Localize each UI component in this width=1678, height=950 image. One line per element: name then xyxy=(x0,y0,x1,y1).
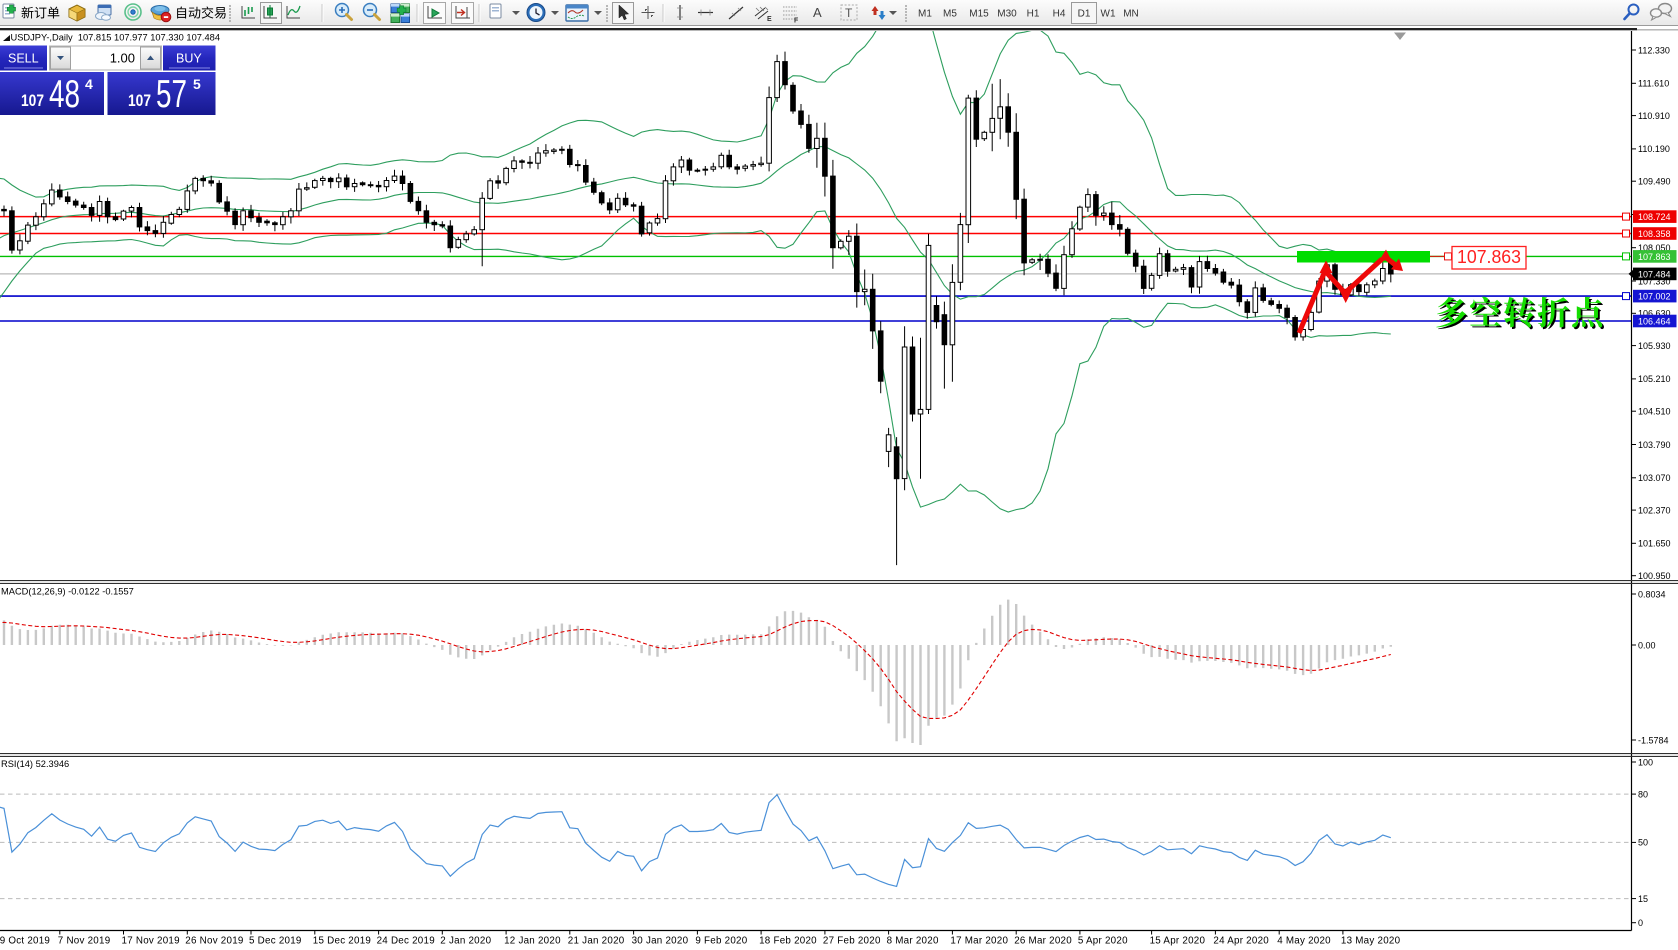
svg-text:107.484: 107.484 xyxy=(1638,269,1671,279)
svg-text:15 Dec 2019: 15 Dec 2019 xyxy=(313,936,371,947)
svg-text:112.330: 112.330 xyxy=(1638,45,1670,55)
svg-text:107.863: 107.863 xyxy=(1457,246,1521,267)
svg-text:104.510: 104.510 xyxy=(1638,407,1671,417)
svg-text:8 Mar 2020: 8 Mar 2020 xyxy=(887,936,939,947)
svg-text:5: 5 xyxy=(193,76,201,92)
svg-text:101.650: 101.650 xyxy=(1638,539,1671,549)
svg-text:15: 15 xyxy=(1638,894,1648,904)
svg-text:108.358: 108.358 xyxy=(1638,229,1671,239)
svg-text:18 Feb 2020: 18 Feb 2020 xyxy=(759,936,817,947)
svg-text:5 Apr 2020: 5 Apr 2020 xyxy=(1078,936,1128,947)
svg-text:105.930: 105.930 xyxy=(1638,341,1671,351)
svg-text:106.464: 106.464 xyxy=(1638,316,1671,326)
svg-text:57: 57 xyxy=(156,73,187,116)
svg-text:M5: M5 xyxy=(943,9,957,20)
svg-text:F: F xyxy=(794,18,799,25)
svg-text:24 Dec 2019: 24 Dec 2019 xyxy=(377,936,435,947)
svg-text:48: 48 xyxy=(49,73,80,116)
svg-text:0.8034: 0.8034 xyxy=(1638,589,1666,599)
svg-text:27 Feb 2020: 27 Feb 2020 xyxy=(823,936,881,947)
svg-text:1.00: 1.00 xyxy=(110,51,135,66)
svg-text:17 Mar 2020: 17 Mar 2020 xyxy=(950,936,1008,947)
svg-text:W1: W1 xyxy=(1101,9,1116,20)
svg-text:107.863: 107.863 xyxy=(1638,252,1671,262)
svg-text:107: 107 xyxy=(21,91,44,110)
svg-text:111.610: 111.610 xyxy=(1638,79,1669,89)
svg-text:110.910: 110.910 xyxy=(1638,111,1670,121)
svg-text:9 Feb 2020: 9 Feb 2020 xyxy=(695,936,747,947)
svg-text:5 Dec 2019: 5 Dec 2019 xyxy=(249,936,302,947)
svg-text:T: T xyxy=(845,6,853,20)
svg-text:13 May 2020: 13 May 2020 xyxy=(1341,936,1401,947)
svg-text:110.190: 110.190 xyxy=(1638,144,1670,154)
svg-text:102.370: 102.370 xyxy=(1638,505,1671,515)
svg-text:107.002: 107.002 xyxy=(1638,292,1671,302)
svg-text:7 Nov 2019: 7 Nov 2019 xyxy=(58,936,111,947)
svg-text:21 Jan 2020: 21 Jan 2020 xyxy=(568,936,625,947)
svg-text:M1: M1 xyxy=(918,9,932,20)
svg-text:103.790: 103.790 xyxy=(1638,440,1671,450)
svg-text:29 Oct 2019: 29 Oct 2019 xyxy=(0,936,50,947)
svg-text:50: 50 xyxy=(1638,838,1648,848)
svg-text:105.210: 105.210 xyxy=(1638,374,1671,384)
svg-text:USDJPY-,Daily 107.815 107.977: USDJPY-,Daily 107.815 107.977 107.330 10… xyxy=(11,33,221,43)
svg-text:17 Nov 2019: 17 Nov 2019 xyxy=(122,936,180,947)
svg-text:107: 107 xyxy=(128,91,151,110)
svg-text:H1: H1 xyxy=(1027,9,1040,20)
svg-text:80: 80 xyxy=(1638,789,1648,799)
svg-text:M30: M30 xyxy=(997,9,1017,20)
svg-text:E: E xyxy=(767,16,772,23)
svg-text:4 May 2020: 4 May 2020 xyxy=(1277,936,1331,947)
svg-text:SELL: SELL xyxy=(8,52,39,66)
svg-text:109.490: 109.490 xyxy=(1638,177,1671,187)
svg-text:0: 0 xyxy=(1638,918,1643,928)
svg-text:2 Jan 2020: 2 Jan 2020 xyxy=(440,936,491,947)
svg-text:-1.5784: -1.5784 xyxy=(1638,735,1669,745)
svg-text:30 Jan 2020: 30 Jan 2020 xyxy=(632,936,689,947)
svg-text:BUY: BUY xyxy=(176,52,202,66)
svg-text:103.070: 103.070 xyxy=(1638,473,1671,483)
svg-text:D1: D1 xyxy=(1078,9,1091,20)
svg-text:H4: H4 xyxy=(1053,9,1066,20)
svg-text:106.630: 106.630 xyxy=(1638,309,1671,319)
svg-text:M15: M15 xyxy=(969,9,989,20)
svg-text:108.050: 108.050 xyxy=(1638,243,1671,253)
svg-text:108.724: 108.724 xyxy=(1638,212,1671,222)
svg-text:12 Jan 2020: 12 Jan 2020 xyxy=(504,936,561,947)
svg-text:100.950: 100.950 xyxy=(1638,571,1671,581)
svg-text:26 Mar 2020: 26 Mar 2020 xyxy=(1014,936,1072,947)
svg-text:15 Apr 2020: 15 Apr 2020 xyxy=(1150,936,1206,947)
svg-text:RSI(14) 52.3946: RSI(14) 52.3946 xyxy=(1,759,69,769)
svg-text:107.330: 107.330 xyxy=(1638,276,1671,286)
svg-text:0.00: 0.00 xyxy=(1638,640,1656,650)
svg-text:24 Apr 2020: 24 Apr 2020 xyxy=(1213,936,1269,947)
svg-text:100: 100 xyxy=(1638,757,1653,767)
svg-text:26 Nov 2019: 26 Nov 2019 xyxy=(185,936,243,947)
svg-text:MACD(12,26,9) -0.0122 -0.1557: MACD(12,26,9) -0.0122 -0.1557 xyxy=(1,587,134,597)
svg-text:4: 4 xyxy=(85,76,93,92)
svg-text:A: A xyxy=(813,5,822,20)
svg-text:MN: MN xyxy=(1123,9,1139,20)
